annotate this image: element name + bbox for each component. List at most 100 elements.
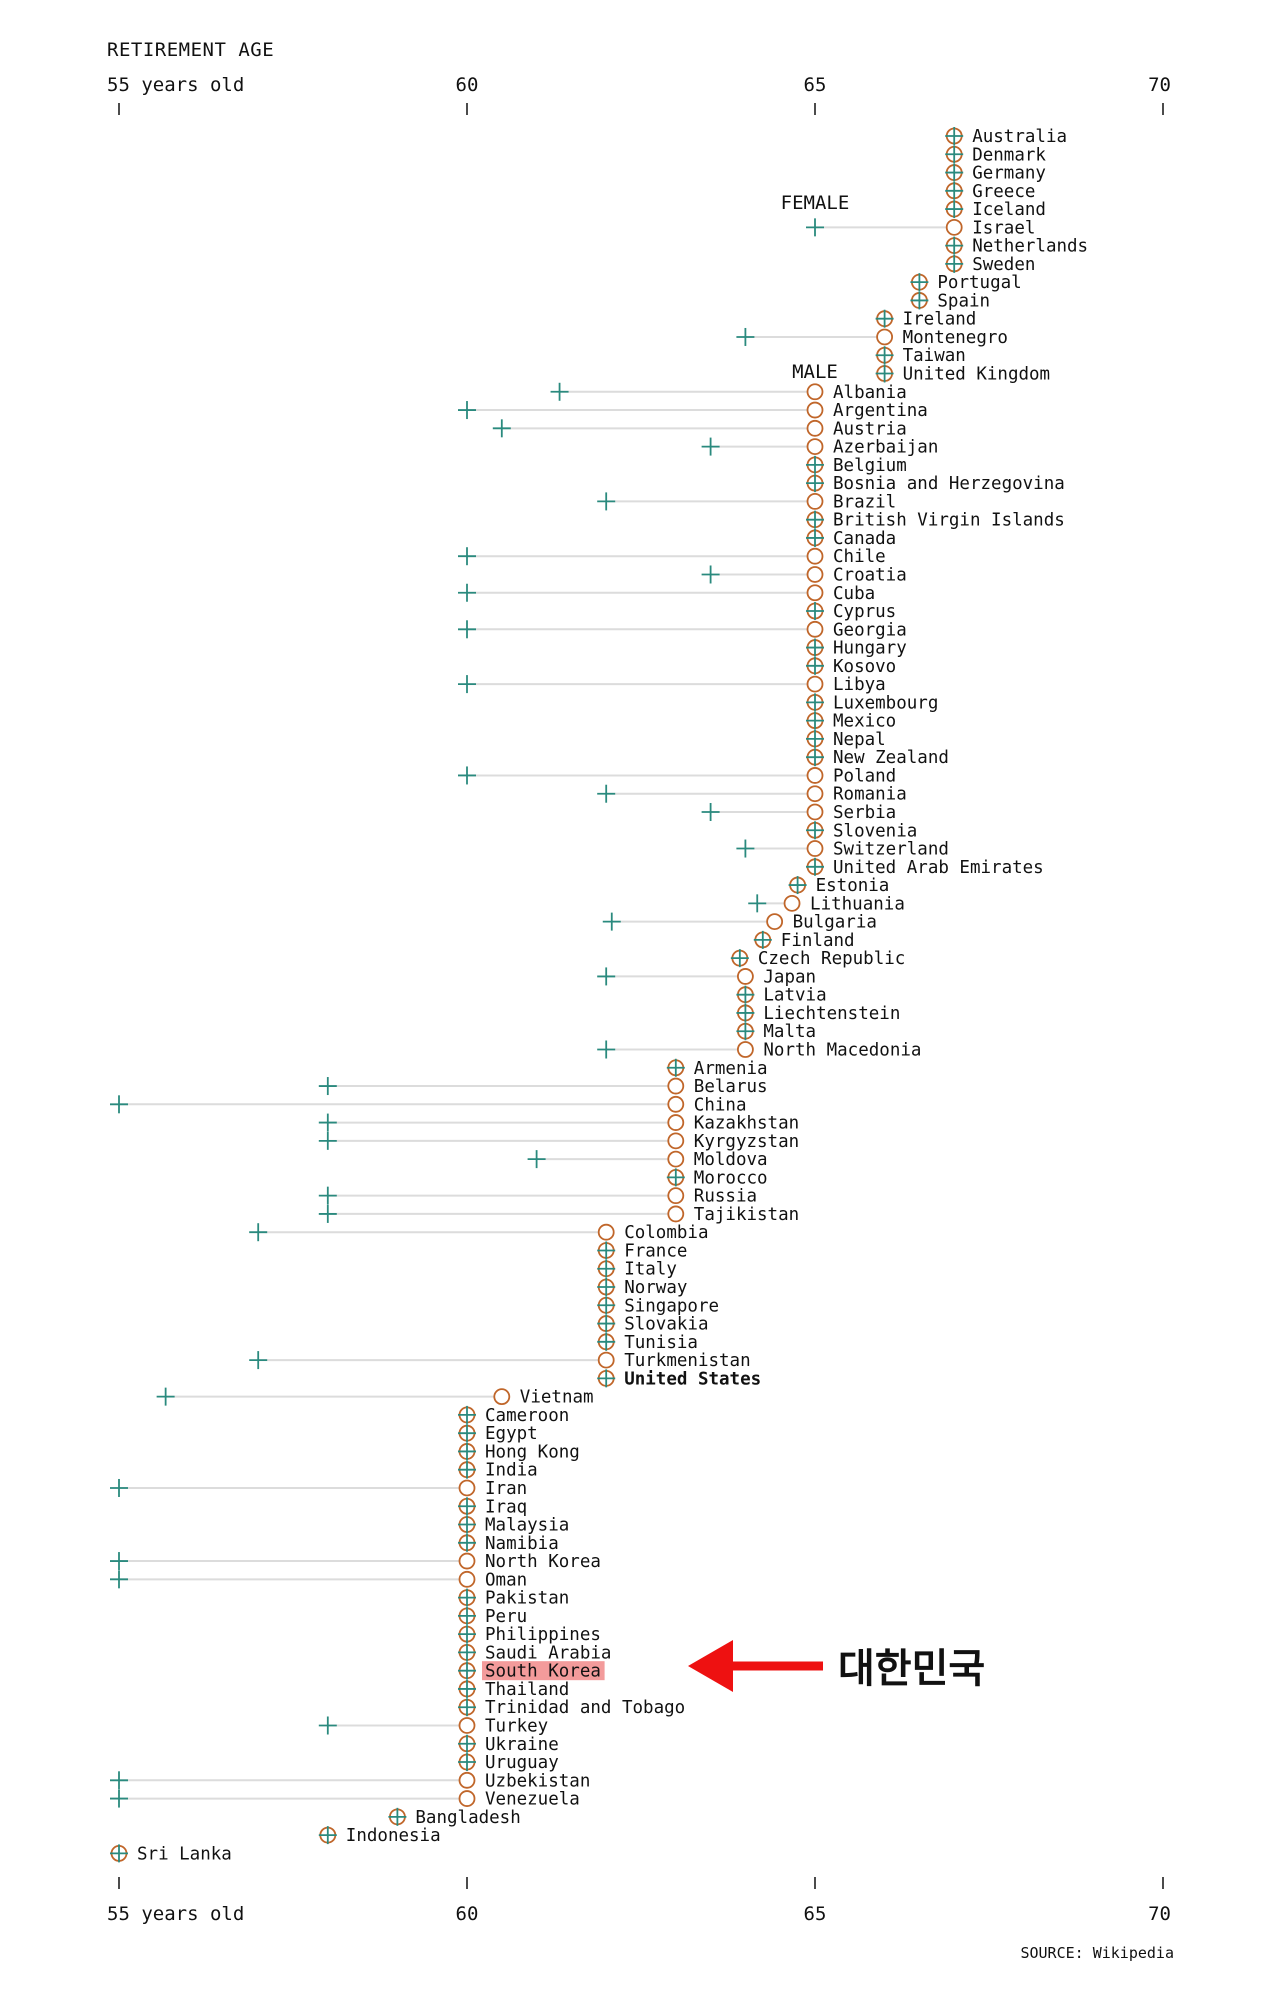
country-label-kazakhstan: Kazakhstan <box>694 1114 799 1134</box>
female-point-japan <box>597 967 616 986</box>
female-point-thailand <box>458 1679 476 1698</box>
country-label-liechtenstein: Liechtenstein <box>763 1004 900 1024</box>
female-point-saudi-arabia <box>458 1643 476 1662</box>
country-label-british-virgin-islands: British Virgin Islands <box>833 511 1065 531</box>
country-label-peru: Peru <box>485 1607 527 1627</box>
female-point-georgia <box>458 620 476 639</box>
female-point-malaysia <box>458 1515 476 1534</box>
male-point-israel <box>945 218 963 236</box>
female-point-moldova <box>527 1150 546 1169</box>
female-point-india <box>458 1460 476 1479</box>
female-point-tajikistan <box>318 1204 337 1223</box>
country-label-morocco: Morocco <box>694 1168 768 1188</box>
female-point-bulgaria <box>602 912 621 931</box>
country-label-bulgaria: Bulgaria <box>793 913 877 933</box>
country-label-united-kingdom: United Kingdom <box>903 365 1051 385</box>
country-label-turkey: Turkey <box>485 1716 548 1736</box>
country-label-nepal: Nepal <box>833 730 886 750</box>
country-label-belgium: Belgium <box>833 456 907 476</box>
country-label-finland: Finland <box>781 931 855 951</box>
country-label-chile: Chile <box>833 547 886 567</box>
female-point-argentina <box>458 401 476 420</box>
female-point-latvia <box>736 985 755 1004</box>
country-label-trinidad-and-tobago: Trinidad and Tobago <box>485 1698 685 1718</box>
country-label-luxembourg: Luxembourg <box>833 693 938 713</box>
country-label-egypt: Egypt <box>485 1424 538 1444</box>
female-point-albania <box>550 382 569 401</box>
female-point-philippines <box>458 1625 476 1644</box>
female-point-liechtenstein <box>736 1003 755 1022</box>
male-point-kazakhstan <box>667 1114 685 1131</box>
male-point-georgia <box>806 620 824 638</box>
female-point-sri-lanka <box>110 1844 128 1863</box>
country-label-serbia: Serbia <box>833 803 896 823</box>
male-point-poland <box>806 767 824 784</box>
chart-title: RETIREMENT AGE <box>107 39 274 61</box>
female-point-iran <box>110 1478 128 1497</box>
male-point-japan <box>737 968 754 985</box>
female-point-romania <box>597 784 616 803</box>
male-point-belarus <box>667 1077 685 1095</box>
male-point-oman <box>458 1570 476 1588</box>
female-point-colombia <box>249 1223 268 1242</box>
female-point-switzerland <box>736 839 755 858</box>
female-point-azerbaijan <box>701 437 720 456</box>
country-label-uruguay: Uruguay <box>485 1753 559 1773</box>
country-label-russia: Russia <box>694 1187 757 1207</box>
female-point-ireland <box>875 309 894 328</box>
country-label-turkmenistan: Turkmenistan <box>624 1351 750 1371</box>
country-label-singapore: Singapore <box>624 1296 719 1316</box>
female-point-morocco <box>666 1168 685 1187</box>
bottom-axis-tick-label-55: 55 years old <box>107 1903 244 1925</box>
legend-female: FEMALE <box>781 192 850 214</box>
country-label-azerbaijan: Azerbaijan <box>833 438 938 458</box>
female-point-tunisia <box>597 1332 616 1351</box>
male-point-romania <box>806 785 824 803</box>
female-point-slovakia <box>597 1314 616 1333</box>
country-label-new-zealand: New Zealand <box>833 748 949 768</box>
female-point-lithuania <box>748 894 767 913</box>
country-label-norway: Norway <box>624 1278 687 1298</box>
top-axis: 55 years old 60 65 70 <box>107 74 1171 115</box>
female-point-malta <box>736 1022 755 1041</box>
country-label-portugal: Portugal <box>937 273 1021 293</box>
female-point-denmark <box>945 145 964 164</box>
country-label-switzerland: Switzerland <box>833 840 949 860</box>
country-label-ukraine: Ukraine <box>485 1735 559 1755</box>
female-point-kosovo <box>806 656 824 675</box>
country-label-estonia: Estonia <box>816 876 890 896</box>
female-point-peru <box>458 1606 476 1625</box>
country-label-mexico: Mexico <box>833 712 896 732</box>
country-label-vietnam: Vietnam <box>520 1388 594 1408</box>
country-label-bangladesh: Bangladesh <box>415 1808 520 1828</box>
male-point-chile <box>806 547 824 565</box>
male-point-libya <box>806 675 824 693</box>
country-label-croatia: Croatia <box>833 565 907 585</box>
annotation-label: 대한민국 <box>838 1646 985 1692</box>
country-label-germany: Germany <box>972 164 1046 184</box>
male-point-uzbekistan <box>458 1771 476 1789</box>
top-axis-tick-label-55: 55 years old <box>107 74 244 96</box>
female-point-south-korea <box>458 1661 476 1680</box>
male-point-north-korea <box>458 1552 476 1570</box>
country-label-china: China <box>694 1095 747 1115</box>
female-point-british-virgin-islands <box>806 510 824 529</box>
female-point-hong-kong <box>458 1442 476 1461</box>
female-point-italy <box>597 1259 616 1278</box>
country-label-united-states: United States <box>624 1369 761 1389</box>
country-label-netherlands: Netherlands <box>972 237 1088 257</box>
female-point-united-arab-emirates <box>806 857 824 876</box>
female-point-bangladesh <box>388 1807 407 1826</box>
top-axis-tick-label-60: 60 <box>456 74 479 96</box>
country-label-france: France <box>624 1241 687 1261</box>
country-label-sri-lanka: Sri Lanka <box>137 1844 232 1864</box>
male-point-azerbaijan <box>806 438 824 455</box>
country-label-japan: Japan <box>763 967 816 987</box>
country-label-saudi-arabia: Saudi Arabia <box>485 1643 611 1663</box>
female-point-united-kingdom <box>875 364 894 383</box>
country-label-greece: Greece <box>972 182 1035 202</box>
country-label-denmark: Denmark <box>972 145 1046 165</box>
female-point-slovenia <box>806 821 824 840</box>
country-label-hungary: Hungary <box>833 639 907 659</box>
